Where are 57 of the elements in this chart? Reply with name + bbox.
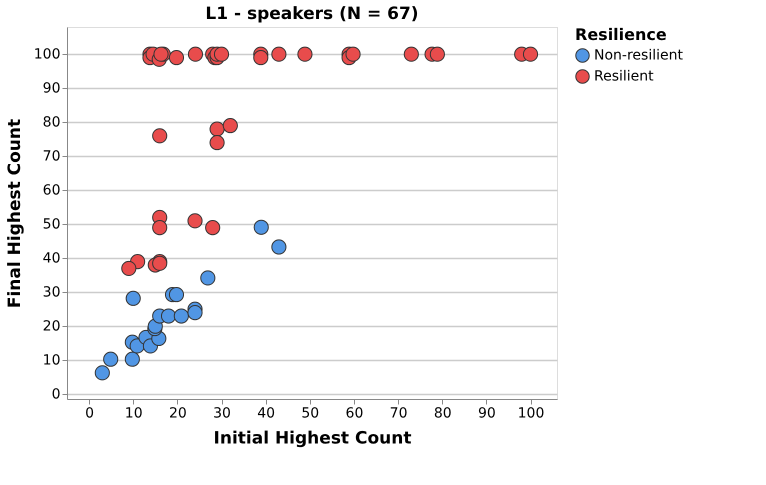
point <box>187 213 203 228</box>
x-tick-label: 20 <box>168 406 187 422</box>
x-tick-label: 80 <box>434 406 452 422</box>
x-tick-label: 10 <box>124 406 143 422</box>
x-tick-label: 100 <box>518 406 544 422</box>
x-tick-label: 90 <box>478 406 496 422</box>
point <box>168 50 184 66</box>
point <box>210 135 225 150</box>
x-tick-label: 30 <box>213 406 231 422</box>
point <box>297 46 313 62</box>
y-tick-label: 60 <box>42 182 60 199</box>
point <box>522 46 538 62</box>
point <box>124 352 140 367</box>
point <box>121 260 136 276</box>
legend-title: Resilience <box>575 25 667 44</box>
x-tick-label: 0 <box>85 406 94 422</box>
point <box>210 121 225 137</box>
point <box>187 305 203 320</box>
y-tick-label: 70 <box>42 148 60 165</box>
y-tick-label: 80 <box>42 114 60 131</box>
point <box>168 287 184 302</box>
y-axis-title: Final Highest Count <box>4 118 25 308</box>
chart-title: L1 - speakers (N = 67) <box>205 4 419 24</box>
y-tick-label: 0 <box>52 386 60 403</box>
point <box>430 46 445 62</box>
point <box>152 220 168 236</box>
y-tick-label: 30 <box>42 284 60 301</box>
point <box>126 290 141 306</box>
x-tick-label: 50 <box>301 406 320 422</box>
point <box>205 220 220 236</box>
y-tick-label: 90 <box>42 80 60 97</box>
point <box>160 308 176 324</box>
x-tick-label: 70 <box>390 406 408 422</box>
point <box>345 46 361 62</box>
point <box>222 118 238 134</box>
y-tick-label: 40 <box>42 250 60 267</box>
x-tick-label: 60 <box>346 406 364 422</box>
y-tick-label: 10 <box>42 352 60 369</box>
x-axis-title: Initial Highest Count <box>214 428 412 448</box>
y-tick-label: 100 <box>34 46 60 63</box>
point <box>200 270 216 286</box>
point <box>254 220 269 235</box>
y-tick-label: 20 <box>42 318 60 335</box>
point <box>253 50 268 66</box>
point <box>174 308 189 324</box>
point <box>271 46 286 62</box>
point <box>214 46 230 62</box>
point <box>188 46 204 62</box>
point <box>103 352 118 367</box>
x-tick-label: 40 <box>257 406 276 422</box>
point <box>94 365 110 380</box>
point <box>271 239 286 255</box>
point <box>152 128 168 144</box>
legend-label: Non-resilient <box>594 48 684 64</box>
y-tick-label: 50 <box>42 216 60 233</box>
point <box>404 46 419 62</box>
legend-label: Resilient <box>594 68 654 84</box>
